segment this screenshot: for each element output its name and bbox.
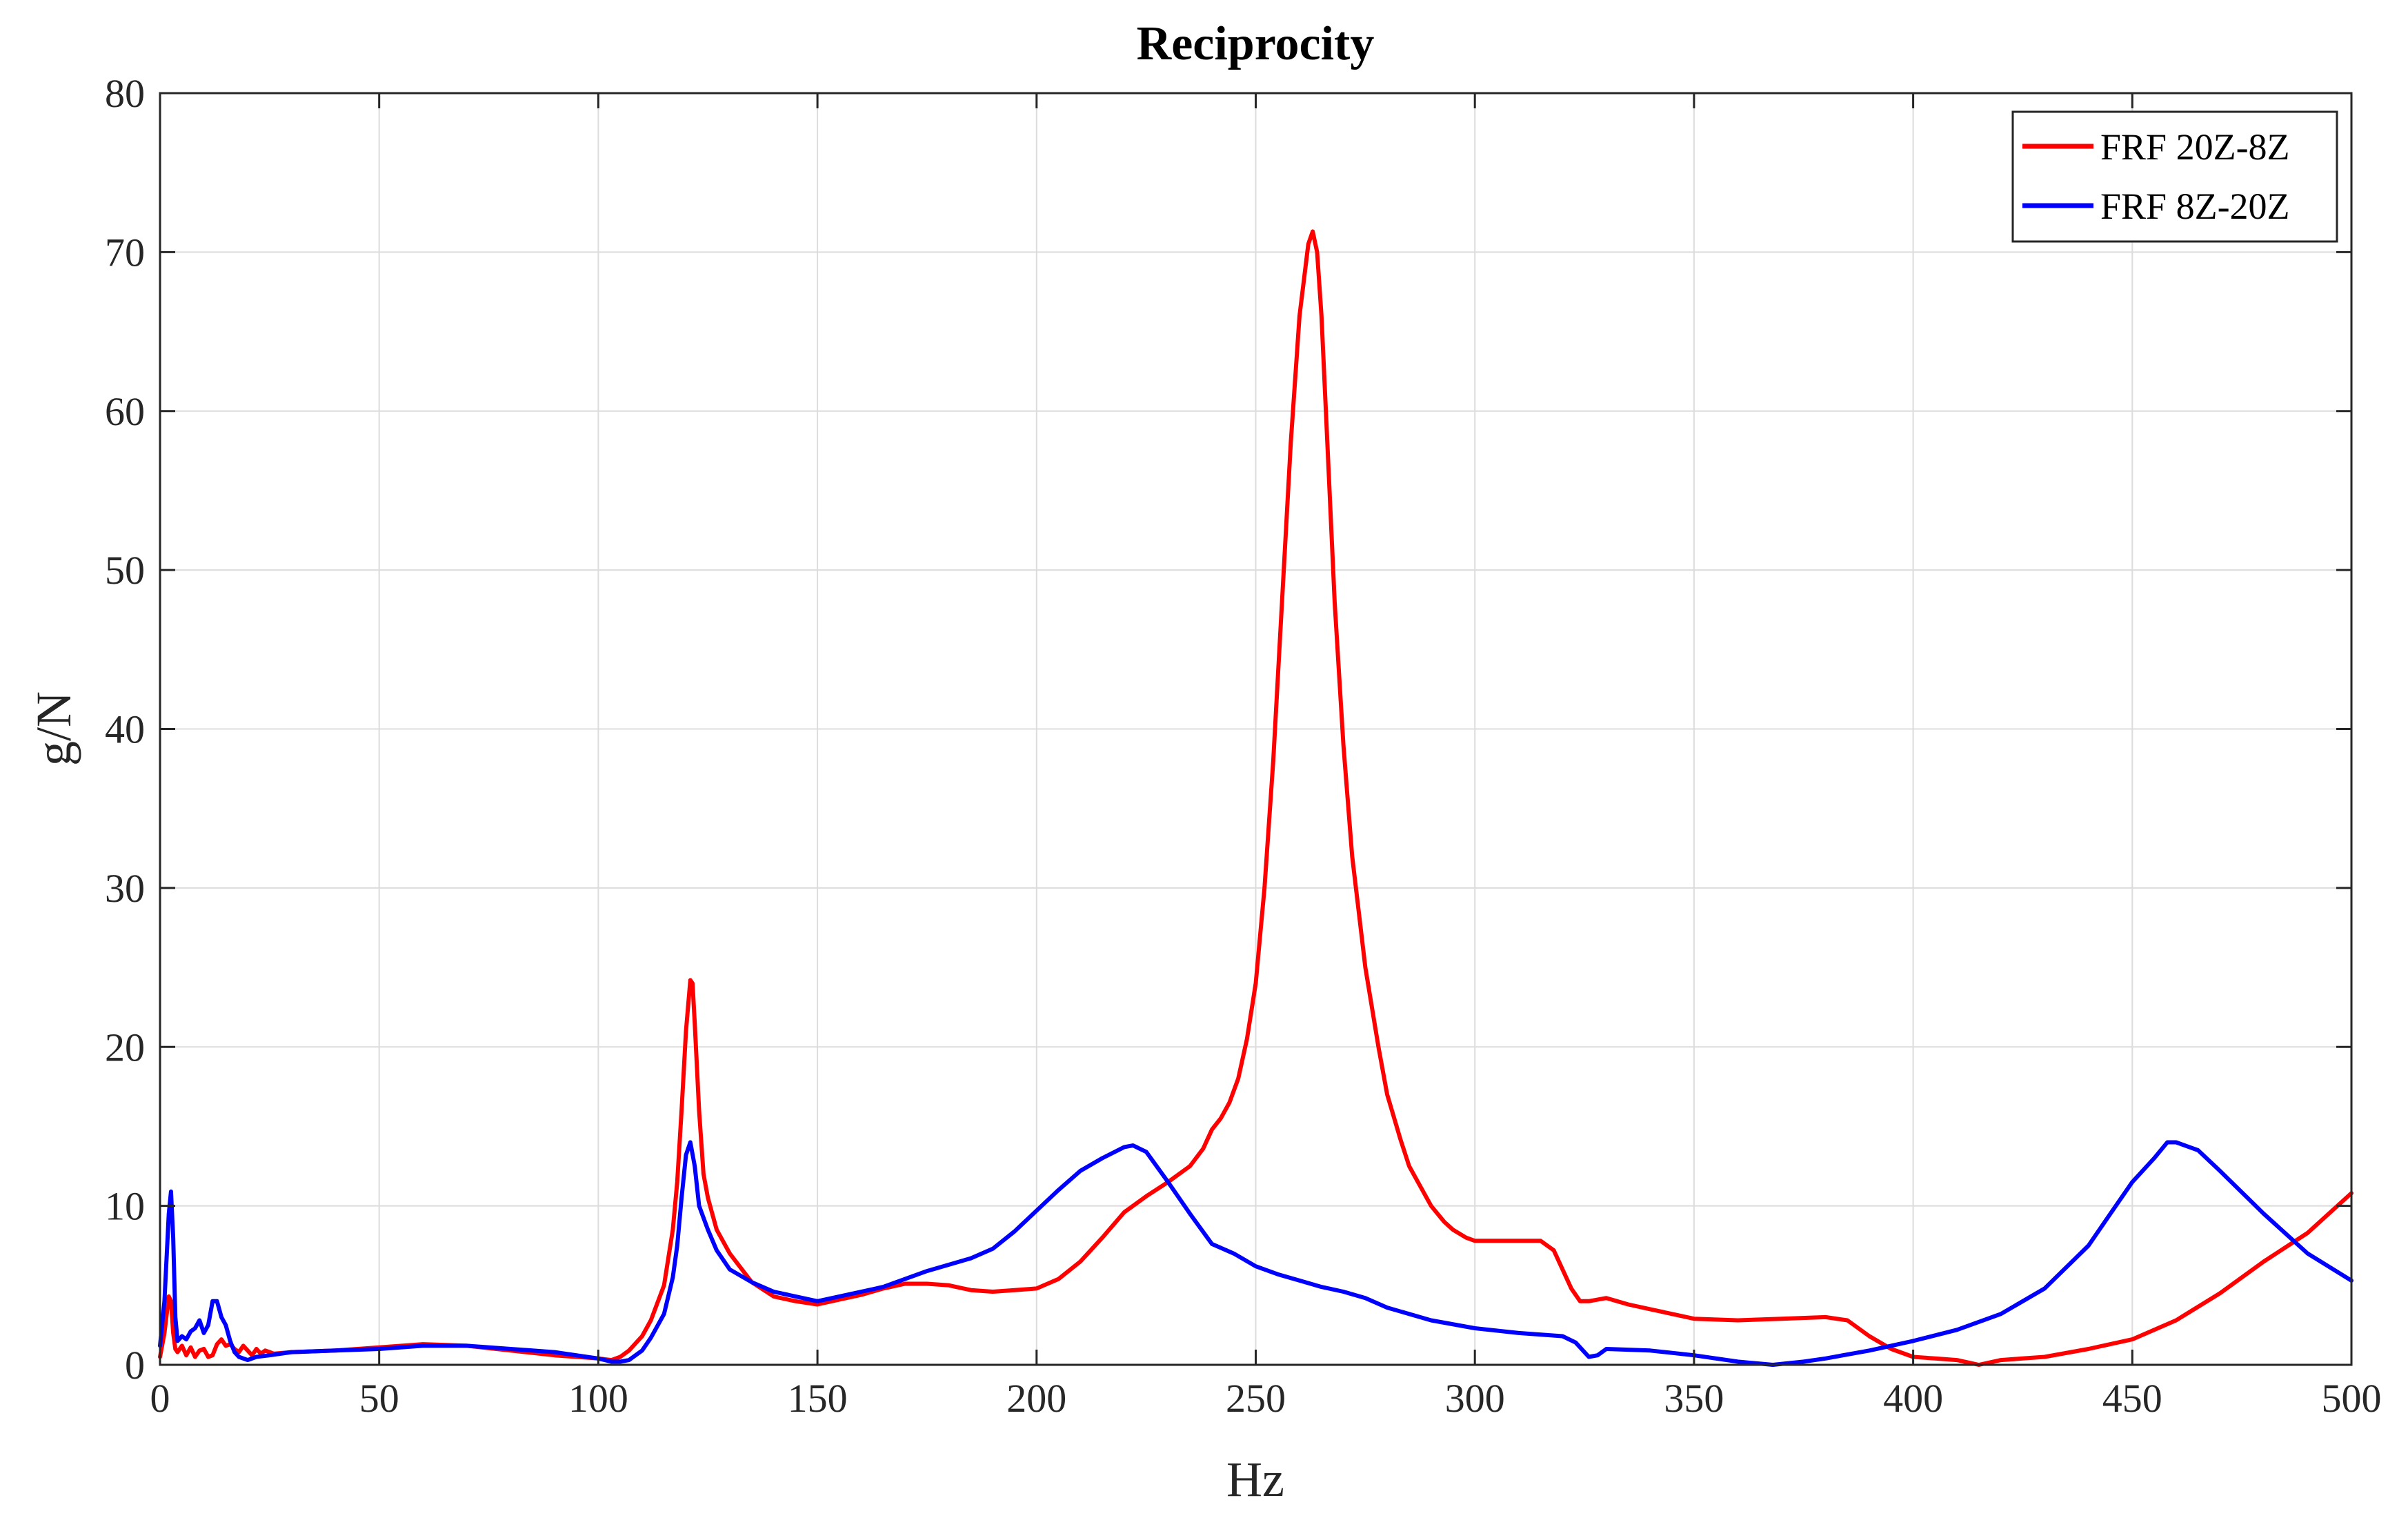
x-tick-label: 200 [1006, 1376, 1066, 1421]
x-tick-label: 500 [2322, 1376, 2382, 1421]
y-tick-label: 30 [105, 866, 145, 911]
series-line-frf-8z-20z [158, 1140, 2354, 1367]
chart-title: Reciprocity [1137, 17, 1375, 70]
series-line-frf-20z-8z [158, 229, 2354, 1367]
x-tick-label: 250 [1226, 1376, 1286, 1421]
y-tick-label: 60 [105, 389, 145, 434]
x-tick-label: 450 [2102, 1376, 2162, 1421]
y-tick-label: 80 [105, 71, 145, 116]
y-axis-label: g/N [26, 691, 81, 766]
grid-lines [160, 93, 2351, 1365]
legend: FRF 20Z-8Z FRF 8Z-20Z [2011, 110, 2338, 243]
x-axis-label: Hz [1226, 1452, 1284, 1507]
y-tick-label: 40 [105, 707, 145, 752]
x-tick-label: 350 [1664, 1376, 1724, 1421]
y-tick-label: 10 [105, 1184, 145, 1229]
y-tick-label: 0 [125, 1343, 145, 1388]
x-tick-label: 300 [1445, 1376, 1505, 1421]
legend-label-frf-20z-8z: FRF 20Z-8Z [2100, 126, 2290, 168]
axis-ticks: 0 50 100 150 200 250 300 350 400 450 500 0 10 20 30 40 5… [105, 71, 2382, 1421]
legend-label-frf-8z-20z: FRF 8Z-20Z [2100, 186, 2290, 227]
x-tick-label: 100 [568, 1376, 628, 1421]
series-lines [158, 229, 2354, 1367]
x-tick-label: 50 [359, 1376, 399, 1421]
x-tick-label: 400 [1883, 1376, 1943, 1421]
x-tick-label: 150 [788, 1376, 848, 1421]
y-tick-label: 50 [105, 548, 145, 593]
legend-box [2011, 110, 2338, 243]
x-tick-label: 0 [150, 1376, 170, 1421]
y-tick-label: 70 [105, 230, 145, 275]
y-tick-label: 20 [105, 1025, 145, 1070]
